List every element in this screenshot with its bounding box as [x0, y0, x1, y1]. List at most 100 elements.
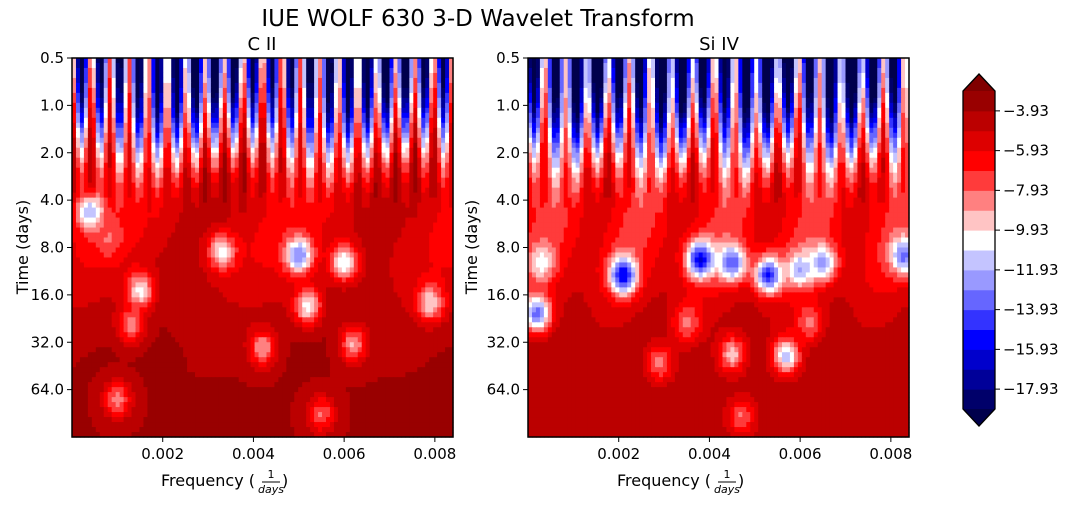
heatmap-cell	[341, 242, 347, 249]
heatmap-cell	[361, 207, 367, 214]
heatmap-cell	[385, 192, 391, 199]
heatmap-cell	[389, 287, 395, 293]
heatmap-cell	[238, 92, 244, 99]
heatmap-cell	[202, 92, 208, 99]
heatmap-cell	[290, 137, 295, 144]
heatmap-cell	[286, 142, 291, 149]
heatmap-cell	[242, 107, 248, 114]
heatmap-cell	[421, 262, 426, 269]
heatmap-cell	[409, 182, 414, 189]
heatmap-cell	[353, 212, 359, 219]
heatmap-cell	[171, 87, 176, 94]
heatmap-cell	[226, 207, 232, 214]
heatmap-cell	[83, 142, 89, 149]
heatmap-cell	[83, 227, 89, 234]
heatmap-cell	[405, 247, 410, 254]
heatmap-cell	[175, 182, 180, 189]
heatmap-cell	[401, 287, 406, 293]
heatmap-cell	[294, 172, 299, 179]
heatmap-cell	[413, 102, 418, 109]
heatmap-cell	[270, 217, 276, 224]
heatmap-cell	[75, 317, 81, 323]
heatmap-cell	[222, 237, 228, 244]
heatmap-cell	[234, 282, 240, 288]
heatmap-cell	[266, 217, 272, 224]
heatmap-cell	[202, 162, 208, 169]
heatmap-cell	[191, 62, 196, 69]
heatmap-cell	[195, 152, 200, 159]
heatmap-cell	[282, 162, 287, 169]
heatmap-cell	[345, 262, 351, 269]
heatmap-cell	[401, 182, 406, 189]
heatmap-cell	[361, 62, 367, 69]
heatmap-cell	[230, 277, 236, 284]
heatmap-cell	[294, 272, 299, 279]
heatmap-cell	[246, 102, 252, 109]
heatmap-cell	[314, 117, 319, 124]
heatmap-cell	[187, 182, 192, 189]
heatmap-cell	[139, 127, 145, 134]
heatmap-cell	[242, 97, 248, 104]
heatmap-cell	[353, 77, 359, 84]
heatmap-cell	[72, 152, 77, 159]
heatmap-cell	[179, 132, 184, 139]
heatmap-cell	[111, 202, 117, 209]
heatmap-cell	[171, 172, 176, 179]
heatmap-cell	[75, 72, 81, 79]
heatmap-cell	[433, 207, 438, 214]
heatmap-cell	[318, 272, 323, 279]
heatmap-cell	[441, 132, 446, 139]
heatmap-cell	[274, 132, 279, 139]
heatmap-cell	[250, 182, 256, 189]
heatmap-cell	[417, 227, 422, 234]
heatmap-cell	[353, 132, 359, 139]
heatmap-cell	[91, 302, 97, 308]
heatmap-cell	[191, 262, 196, 269]
heatmap-cell	[377, 157, 383, 164]
heatmap-cell	[226, 107, 232, 114]
heatmap-cell	[306, 302, 311, 308]
heatmap-cell	[99, 67, 105, 74]
heatmap-cell	[333, 272, 339, 279]
heatmap-cell	[409, 222, 414, 229]
heatmap-cell	[139, 312, 145, 318]
heatmap-cell	[167, 312, 172, 318]
heatmap-cell	[274, 182, 279, 189]
heatmap-cell	[437, 267, 442, 274]
heatmap-cell	[405, 142, 410, 149]
heatmap-cell	[421, 202, 426, 209]
heatmap-cell	[417, 202, 422, 209]
heatmap-cell	[163, 167, 168, 174]
heatmap-cell	[95, 67, 101, 74]
heatmap-cell	[266, 67, 272, 74]
heatmap-cell	[326, 107, 331, 114]
heatmap-cell	[349, 172, 355, 179]
heatmap-cell	[361, 197, 367, 204]
heatmap-cell	[353, 67, 359, 74]
heatmap-cell	[91, 58, 97, 64]
heatmap-cell	[425, 237, 430, 244]
heatmap-cell	[206, 142, 212, 149]
heatmap-cell	[318, 137, 323, 144]
heatmap-cell	[123, 112, 129, 119]
heatmap-cell	[246, 122, 252, 129]
heatmap-cell	[214, 292, 220, 298]
heatmap-cell	[123, 247, 129, 254]
heatmap-cell	[445, 217, 450, 224]
heatmap-cell	[413, 122, 418, 129]
heatmap-cell	[393, 97, 399, 104]
heatmap-cell	[171, 177, 176, 184]
heatmap-cell	[187, 147, 192, 154]
heatmap-cell	[151, 147, 156, 154]
heatmap-cell	[369, 62, 375, 69]
heatmap-cell	[151, 282, 156, 288]
heatmap-cell	[449, 107, 454, 114]
heatmap-cell	[171, 287, 176, 293]
heatmap-cell	[294, 112, 299, 119]
heatmap-cell	[413, 282, 418, 288]
heatmap-cell	[226, 272, 232, 279]
heatmap-cell	[345, 72, 351, 79]
heatmap-cell	[381, 292, 387, 298]
heatmap-cell	[91, 212, 97, 219]
heatmap-cell	[187, 167, 192, 174]
